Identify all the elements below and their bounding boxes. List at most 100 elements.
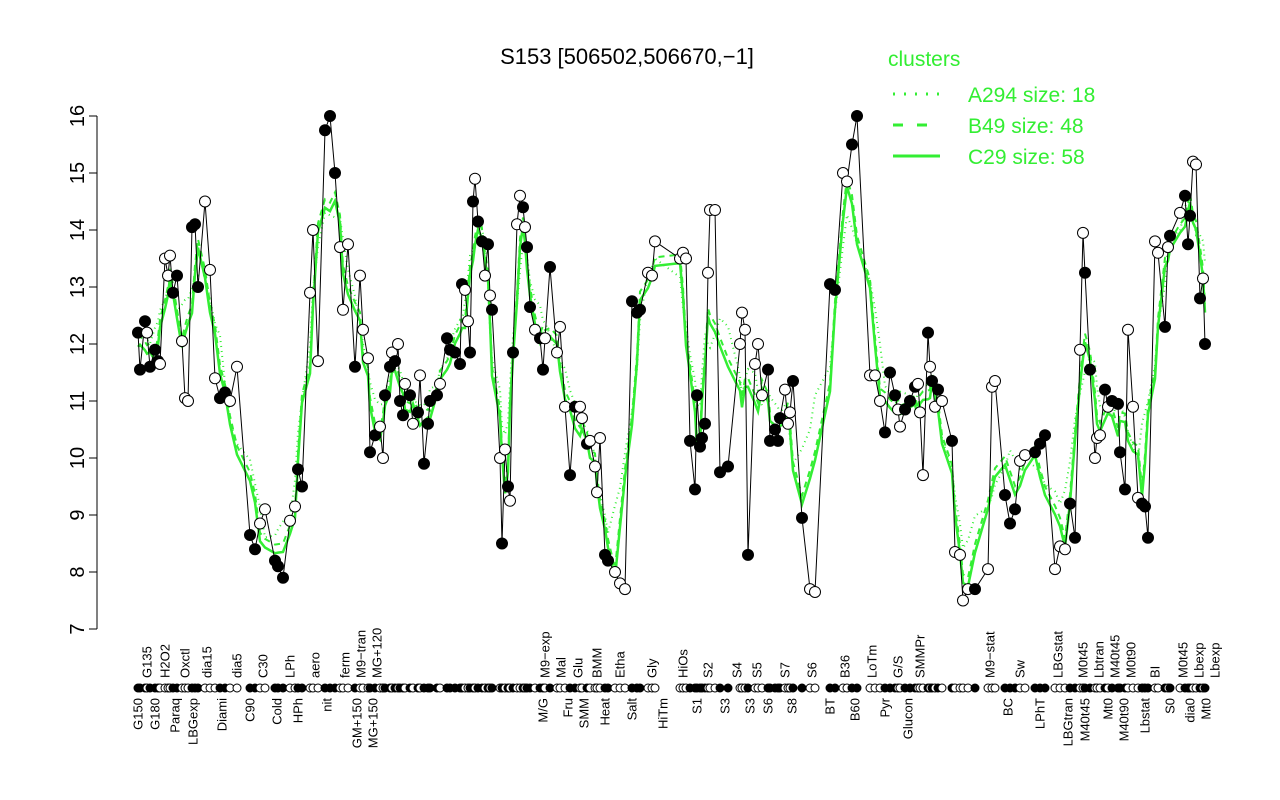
x-tick-label-bottom: HPh [291, 698, 306, 723]
data-point [412, 406, 424, 419]
data-point [171, 269, 183, 282]
rug-marker [232, 683, 242, 693]
data-point [354, 269, 366, 282]
data-point [1174, 206, 1186, 219]
data-point [1159, 320, 1171, 333]
data-point [397, 409, 409, 422]
data-point [486, 303, 498, 316]
data-point [182, 395, 194, 407]
data-point [1190, 158, 1202, 171]
y-tick-label: 12 [67, 333, 89, 355]
x-tick-label-top: Mal [554, 657, 569, 678]
x-tick-label-bottom: Lbstat [1138, 698, 1153, 734]
x-tick-label-top: Sw [1013, 659, 1028, 678]
data-point [680, 252, 692, 265]
x-tick-label-bottom: Fru [561, 698, 576, 718]
data-point [646, 269, 658, 282]
data-point [199, 195, 211, 208]
data-point [734, 338, 746, 350]
rug-marker [797, 683, 807, 693]
x-tick-label-top: ferm [338, 652, 353, 678]
x-tick-label-bottom: Paraq [168, 698, 183, 733]
data-point [539, 332, 551, 345]
data-point [714, 466, 726, 479]
data-point [1004, 517, 1016, 530]
data-point [329, 167, 341, 179]
y-tick-label: 16 [67, 105, 89, 127]
data-point [982, 563, 994, 576]
x-tick-label-bottom: S3 [718, 698, 733, 714]
x-tick-label-bottom: Pyr [878, 697, 893, 717]
data-point [936, 395, 948, 407]
rug-marker [1200, 683, 1210, 693]
data-point [164, 249, 176, 262]
data-point [634, 303, 646, 316]
x-tick-label-bottom: GM+150 [350, 698, 365, 748]
data-point [889, 389, 901, 402]
data-point [362, 352, 374, 365]
data-point [946, 434, 958, 447]
data-point [1199, 338, 1211, 350]
x-tick-label-top: M9−tran [354, 630, 369, 678]
y-tick-label: 11 [67, 391, 89, 412]
data-point [1164, 229, 1176, 242]
data-point [1069, 531, 1081, 544]
x-tick-label-bottom: BC [1001, 698, 1016, 716]
data-point [189, 218, 201, 231]
y-axis: 7 8 9 10 11 12 13 14 15 16 [67, 105, 98, 635]
data-point [284, 514, 296, 527]
rug-marker [810, 683, 820, 693]
legend: clusters A294 size: 18 B49 size: 48 C29 … [888, 48, 1095, 169]
y-tick-label: 10 [67, 447, 89, 469]
data-point [324, 110, 336, 122]
data-point [594, 432, 606, 445]
data-point [904, 395, 916, 407]
data-point [394, 395, 406, 407]
rug-marker [788, 683, 798, 693]
data-point [462, 315, 474, 328]
y-tick-label: 15 [67, 162, 89, 184]
data-point [472, 215, 484, 228]
rug-marker [487, 683, 497, 693]
data-point [846, 138, 858, 151]
data-point [922, 326, 934, 339]
x-tick-label-bottom: LBGtran [1061, 698, 1076, 746]
data-point [519, 221, 531, 234]
data-point [762, 363, 774, 376]
data-point [176, 335, 188, 348]
data-point [809, 585, 821, 598]
x-tick-label-top: M0t90 [1124, 642, 1139, 678]
data-point [292, 463, 304, 476]
data-point [702, 266, 714, 279]
x-tick-label-bottom: MG+150 [366, 698, 381, 748]
data-point [691, 389, 703, 402]
x-tick-label-top: G135 [140, 646, 155, 678]
rug-marker [1040, 683, 1050, 693]
series-line [137, 115, 1206, 601]
rug-marker [970, 683, 980, 693]
data-point [514, 189, 526, 202]
cluster-c29-line [137, 186, 1207, 589]
data-point [1122, 323, 1134, 336]
data-point [559, 400, 571, 413]
data-point [884, 366, 896, 379]
data-point [454, 357, 466, 370]
data-point [926, 375, 938, 388]
data-point [999, 489, 1011, 502]
data-point [782, 417, 794, 430]
data-point [379, 389, 391, 402]
data-point [602, 554, 614, 567]
data-point [1162, 241, 1174, 254]
x-tick-label-top: Gly [645, 658, 660, 678]
y-tick-label: 7 [67, 623, 89, 634]
data-point [524, 300, 536, 313]
data-point [1089, 452, 1101, 464]
data-point [1114, 446, 1126, 459]
x-tick-label-top: H2O2 [158, 644, 173, 678]
data-point [1127, 400, 1139, 413]
data-point [374, 420, 386, 433]
rug-marker [852, 683, 862, 693]
x-tick-label-top: M9−exp [538, 631, 553, 678]
data-point [249, 543, 261, 556]
